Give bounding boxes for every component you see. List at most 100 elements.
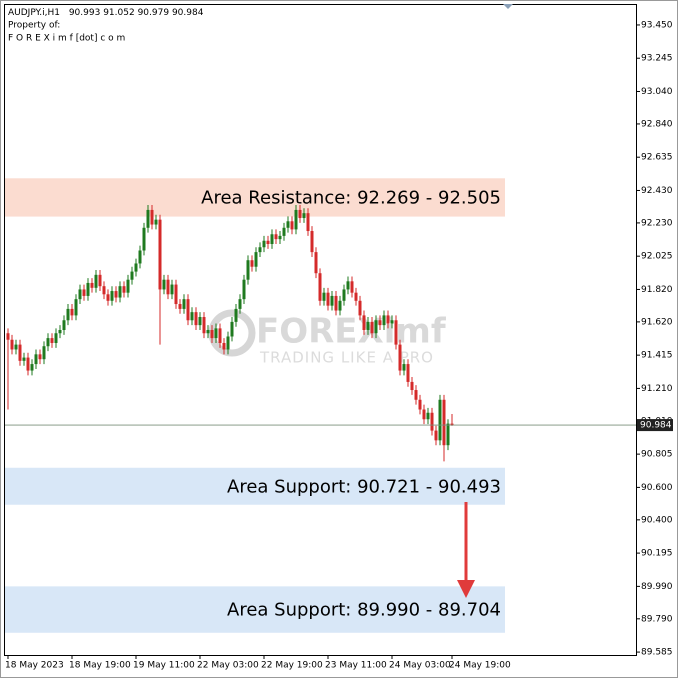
symbol-name: AUDJPY.i,H1 bbox=[8, 8, 60, 18]
candle-body bbox=[210, 330, 214, 339]
zones: Area Resistance: 92.269 - 92.505 Area Sup… bbox=[5, 178, 505, 633]
candle-body bbox=[354, 292, 358, 301]
candle-body bbox=[162, 279, 166, 290]
candle-body bbox=[102, 286, 106, 295]
y-tick-label: 91.415 bbox=[641, 351, 673, 361]
x-tick-label: 23 May 11:00 bbox=[325, 661, 387, 671]
candle-body bbox=[262, 240, 266, 248]
candle-body bbox=[130, 271, 134, 280]
zone-label: Area Support: 89.990 - 89.704 bbox=[227, 600, 501, 621]
candle-body bbox=[270, 234, 274, 245]
candle-body bbox=[218, 328, 222, 343]
x-tick-label: 24 May 19:00 bbox=[449, 661, 511, 671]
y-tick-label: 92.430 bbox=[641, 186, 673, 196]
candle-body bbox=[386, 315, 390, 324]
candle-body bbox=[286, 221, 290, 228]
y-tick-label: 91.820 bbox=[641, 285, 673, 295]
candle-body bbox=[142, 227, 146, 251]
y-tick-label: 91.620 bbox=[641, 317, 673, 327]
candle-body bbox=[190, 312, 194, 321]
watermark-tagline: TRADING LIKE A PRO bbox=[259, 349, 434, 367]
candle-body bbox=[306, 213, 310, 232]
zone bbox=[5, 467, 505, 505]
candle-body bbox=[374, 320, 378, 334]
candle-body bbox=[202, 317, 206, 334]
candle-body bbox=[54, 333, 58, 343]
subtitle: Property of: bbox=[8, 21, 60, 31]
header-open: 90.993 bbox=[69, 8, 101, 18]
y-tick-label: 92.025 bbox=[641, 252, 673, 262]
y-tick-label: 90.400 bbox=[641, 515, 673, 525]
candle-body bbox=[90, 282, 94, 288]
candle-body bbox=[126, 279, 130, 293]
candle-body bbox=[290, 221, 294, 230]
candle-body bbox=[250, 260, 254, 267]
candle-body bbox=[178, 304, 182, 309]
y-tick-label: 93.245 bbox=[641, 54, 673, 64]
price-label: 90.984 bbox=[640, 421, 672, 431]
y-tick-label: 90.600 bbox=[641, 483, 673, 493]
candle-body bbox=[434, 430, 438, 441]
candle-body bbox=[34, 354, 38, 365]
x-tick-label: 22 May 03:00 bbox=[197, 661, 259, 671]
candle-body bbox=[58, 330, 62, 334]
candle-body bbox=[150, 209, 154, 225]
candle-body bbox=[170, 284, 174, 295]
candle-body bbox=[370, 321, 374, 334]
candle-body bbox=[166, 279, 170, 295]
candle-body bbox=[18, 344, 22, 361]
candle-body bbox=[26, 357, 30, 371]
candle-body bbox=[266, 240, 270, 245]
candle-body bbox=[322, 292, 326, 301]
y-tick-label: 93.450 bbox=[641, 20, 673, 30]
candle-body bbox=[74, 299, 78, 316]
candle-body bbox=[366, 321, 370, 330]
plot-border bbox=[4, 4, 637, 656]
shift-marker bbox=[503, 4, 513, 9]
candle-body bbox=[22, 357, 26, 361]
candle-body bbox=[238, 299, 242, 309]
candle-body bbox=[46, 338, 50, 347]
candle-body bbox=[298, 209, 302, 219]
x-tick-label: 22 May 19:00 bbox=[261, 661, 323, 671]
candle-body bbox=[398, 344, 402, 371]
candle-body bbox=[450, 423, 454, 426]
candle-body bbox=[230, 321, 234, 337]
candle-body bbox=[326, 292, 330, 306]
candle-body bbox=[134, 263, 138, 272]
candle-body bbox=[214, 328, 218, 339]
candle-body bbox=[346, 281, 350, 290]
candle-body bbox=[122, 286, 126, 293]
candle-body bbox=[222, 342, 226, 350]
candle-body bbox=[402, 364, 406, 371]
candle-body bbox=[358, 300, 362, 316]
candle-body bbox=[282, 227, 286, 236]
candle-body bbox=[106, 294, 110, 301]
candle-body bbox=[234, 308, 238, 322]
y-tick-label: 89.585 bbox=[641, 648, 673, 658]
candle-body bbox=[30, 364, 34, 371]
y-tick-label: 91.210 bbox=[641, 384, 673, 394]
candle-body bbox=[362, 315, 366, 330]
zone bbox=[5, 586, 505, 633]
candle-body bbox=[338, 300, 342, 311]
candle-body bbox=[114, 291, 118, 298]
header-low: 90.979 bbox=[138, 8, 170, 18]
candle-body bbox=[66, 308, 70, 321]
candle-body bbox=[174, 284, 178, 305]
candle-body bbox=[94, 274, 98, 288]
y-tick-label: 92.635 bbox=[641, 153, 673, 163]
candle-body bbox=[42, 346, 46, 360]
candle-body bbox=[62, 320, 66, 330]
candle-body bbox=[342, 289, 346, 301]
arrow-head bbox=[457, 580, 475, 598]
candle-body bbox=[394, 320, 398, 345]
symbol: AUDJPY.i,H1 90.993 91.052 90.979 90.984 bbox=[8, 8, 204, 18]
candle-body bbox=[418, 399, 422, 410]
candle-body bbox=[426, 412, 430, 420]
candle-body bbox=[6, 333, 10, 340]
candle-body bbox=[186, 299, 190, 321]
